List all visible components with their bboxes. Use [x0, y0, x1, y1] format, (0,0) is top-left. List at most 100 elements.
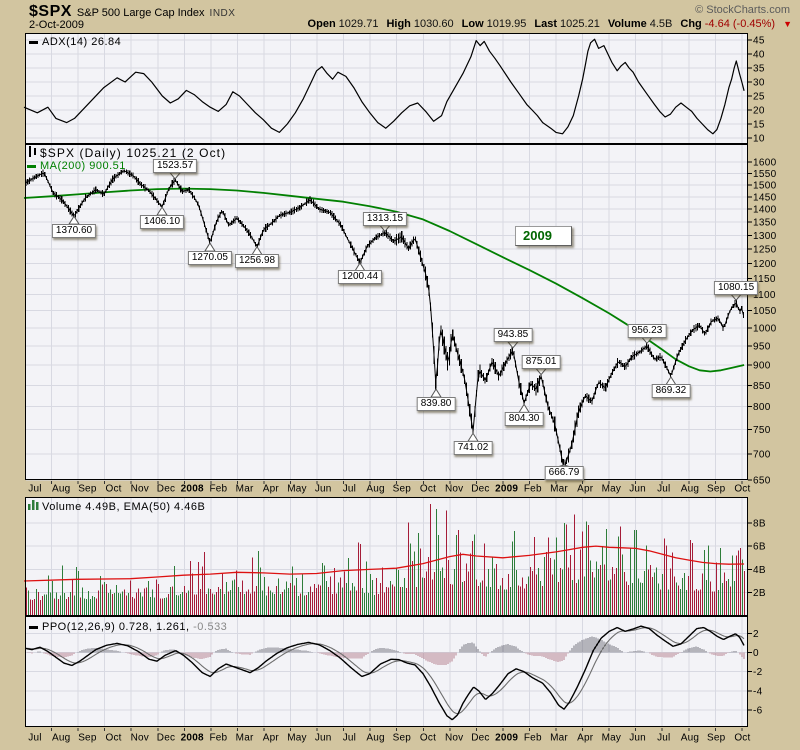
x-axis-month-label: Jun — [315, 484, 332, 495]
x-axis-month-label: Dec — [471, 484, 489, 495]
price-annotation: 839.80 — [416, 396, 456, 411]
plot-backgrounds — [25, 33, 748, 727]
x-axis-month-label: Jul — [28, 733, 41, 744]
y-tick-label: 1000 — [753, 323, 777, 334]
quote-volume: Volume 4.5B — [607, 18, 673, 30]
histogram-icon — [28, 500, 39, 513]
x-axis-month-label: 2008 — [181, 484, 204, 495]
x-axis-month-label: 2009 — [495, 484, 518, 495]
x-axis-month-label: Apr — [577, 733, 594, 744]
y-tick-label: 1300 — [753, 231, 777, 242]
y-tick-label: 1100 — [753, 290, 776, 301]
line-swatch-icon — [29, 40, 38, 44]
x-axis-month-label: 2008 — [181, 733, 204, 744]
x-axis-month-label: Oct — [734, 484, 750, 495]
y-tick-label: 20 — [753, 106, 765, 117]
x-axis-month-label: Feb — [524, 733, 542, 744]
x-axis-month-label: Mar — [550, 484, 568, 495]
exchange-label: INDX — [209, 8, 236, 19]
x-axis-month-label: Nov — [445, 484, 463, 495]
x-axis-month-label: Feb — [209, 733, 227, 744]
x-axis-month-label: Aug — [366, 733, 384, 744]
volume-legend-label: Volume 4.49B, EMA(50) 4.46B — [42, 501, 206, 513]
x-axis-month-label: Sep — [78, 484, 97, 495]
quote-low: Low 1019.95 — [461, 18, 527, 30]
ma200-line — [23, 187, 745, 373]
y-tick-label: 2B — [753, 588, 766, 599]
x-axis-month-label: Oct — [106, 484, 122, 495]
y-tick-label: 8B — [753, 518, 766, 529]
y-tick-label: 1050 — [753, 306, 777, 317]
x-axis-month-label: May — [602, 733, 622, 744]
ppo-legend: PPO(12,26,9) 0.728, 1.261, -0.533 — [29, 621, 227, 633]
x-axis-month-label: Jun — [629, 484, 646, 495]
quote-last: Last 1025.21 — [534, 18, 600, 30]
volume-ema-line — [23, 545, 745, 582]
x-axis-month-label: Aug — [52, 733, 70, 744]
ppo-hist-value: -0.533 — [193, 621, 228, 633]
y-tick-label: 950 — [753, 342, 771, 353]
x-axis-month-label: Sep — [393, 733, 412, 744]
symbol-header: $SPX S&P 500 Large Cap Index INDX — [29, 3, 235, 21]
y-tick-label: 10 — [753, 134, 765, 145]
x-axis-month-label: Nov — [131, 484, 149, 495]
ma-legend: MA(200) 900.51 — [27, 160, 126, 172]
x-axis-month-label: Jul — [343, 484, 356, 495]
x-axis-month-label: Aug — [681, 484, 699, 495]
chart-date: 2-Oct-2009 — [29, 19, 85, 31]
price-annotation: 1370.60 — [51, 223, 97, 238]
price-annotation: 1270.05 — [187, 250, 232, 265]
y-tick-label: -2 — [753, 667, 763, 678]
x-axis-month-label: May — [287, 484, 307, 495]
price-annotation: 1406.10 — [139, 214, 185, 229]
price-legend: $SPX (Daily) 1025.21 (2 Oct) — [27, 146, 226, 160]
x-axis-month-label: Jul — [343, 733, 356, 744]
x-axis-month-label: Feb — [209, 484, 227, 495]
line-swatch-icon — [29, 625, 38, 629]
x-axis-month-label: Oct — [106, 733, 122, 744]
year-note: 2009 — [515, 226, 572, 246]
x-axis-month-label: Jun — [629, 733, 646, 744]
x-axis-month-label: Jun — [315, 733, 332, 744]
y-tick-label: -6 — [753, 706, 763, 717]
x-axis-month-label: Oct — [420, 733, 436, 744]
x-axis-month-label: Sep — [78, 733, 97, 744]
x-axis-month-label: Dec — [157, 484, 175, 495]
x-axis-month-label: Jul — [657, 733, 670, 744]
x-axis-month-label: Oct — [734, 733, 750, 744]
x-axis-month-label: Sep — [707, 484, 726, 495]
x-axis-month-label: Mar — [236, 733, 254, 744]
price-annotation: 1256.98 — [234, 254, 280, 269]
x-axis-month-label: Aug — [366, 484, 384, 495]
down-triangle-icon: ▼ — [783, 19, 792, 29]
stockcharts-credit[interactable]: © StockCharts.com — [695, 4, 790, 16]
x-axis-month-label: Feb — [524, 484, 542, 495]
price-annotation: 1080.15 — [714, 280, 759, 295]
y-tick-label: 45 — [753, 36, 765, 47]
y-tick-label: 0 — [753, 648, 759, 659]
y-tick-label: 1550 — [753, 169, 777, 180]
y-tick-label: 1350 — [753, 218, 777, 229]
x-axis-month-label: Nov — [131, 733, 149, 744]
price-annotation: 1523.57 — [153, 159, 198, 174]
x-axis-month-label: Sep — [707, 733, 726, 744]
volume-bars — [25, 504, 746, 616]
x-axis-month-label: Mar — [550, 733, 568, 744]
x-axis-month-label: Aug — [52, 484, 70, 495]
adx-line — [23, 38, 745, 135]
x-axis-month-label: Dec — [157, 733, 175, 744]
y-tick-label: 750 — [753, 425, 771, 436]
x-axis-month-label: Aug — [681, 733, 699, 744]
price-annotation: 943.85 — [493, 328, 533, 343]
y-tick-label: 6B — [753, 542, 766, 553]
x-axis-month-label: Nov — [445, 733, 463, 744]
x-axis-month-label: Oct — [420, 484, 436, 495]
adx-legend: ADX(14) 26.84 — [29, 36, 121, 48]
quote-change: Chg -4.64 (-0.45%) — [680, 18, 776, 30]
y-tick-label: 850 — [753, 381, 771, 392]
candlestick-icon — [27, 146, 37, 160]
x-axis-month-label: Dec — [471, 733, 489, 744]
y-tick-label: 800 — [753, 402, 771, 413]
price-annotation: 875.01 — [521, 355, 561, 370]
